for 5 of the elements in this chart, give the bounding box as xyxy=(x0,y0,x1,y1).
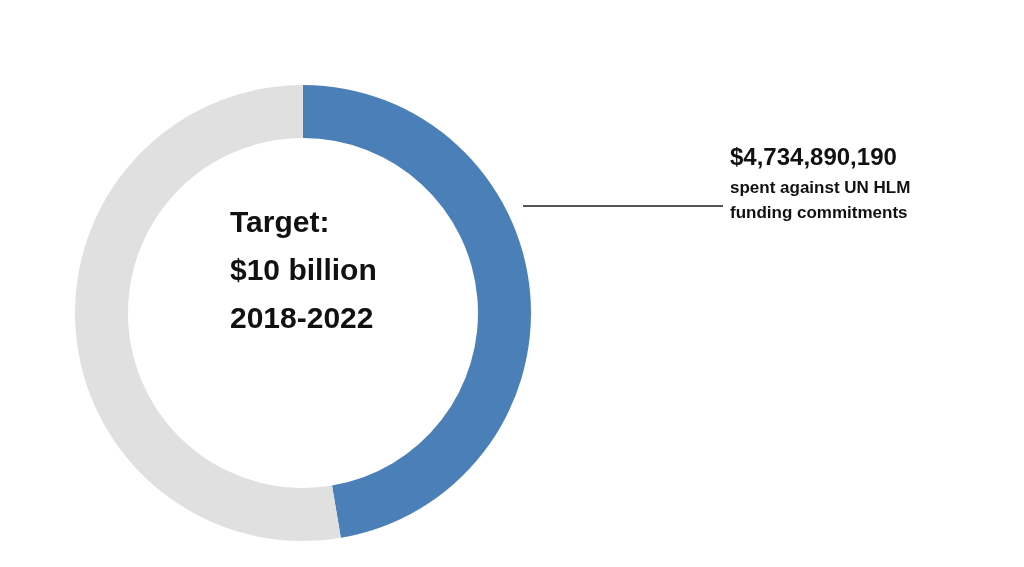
text: Target: xyxy=(230,204,331,240)
slice-label: spent against UN HLM funding commitments xyxy=(730,177,912,224)
text: 2018-2022 xyxy=(230,300,375,336)
text: $10 billion xyxy=(230,252,377,288)
data-label: $4,734,890,190 xyxy=(730,143,898,171)
